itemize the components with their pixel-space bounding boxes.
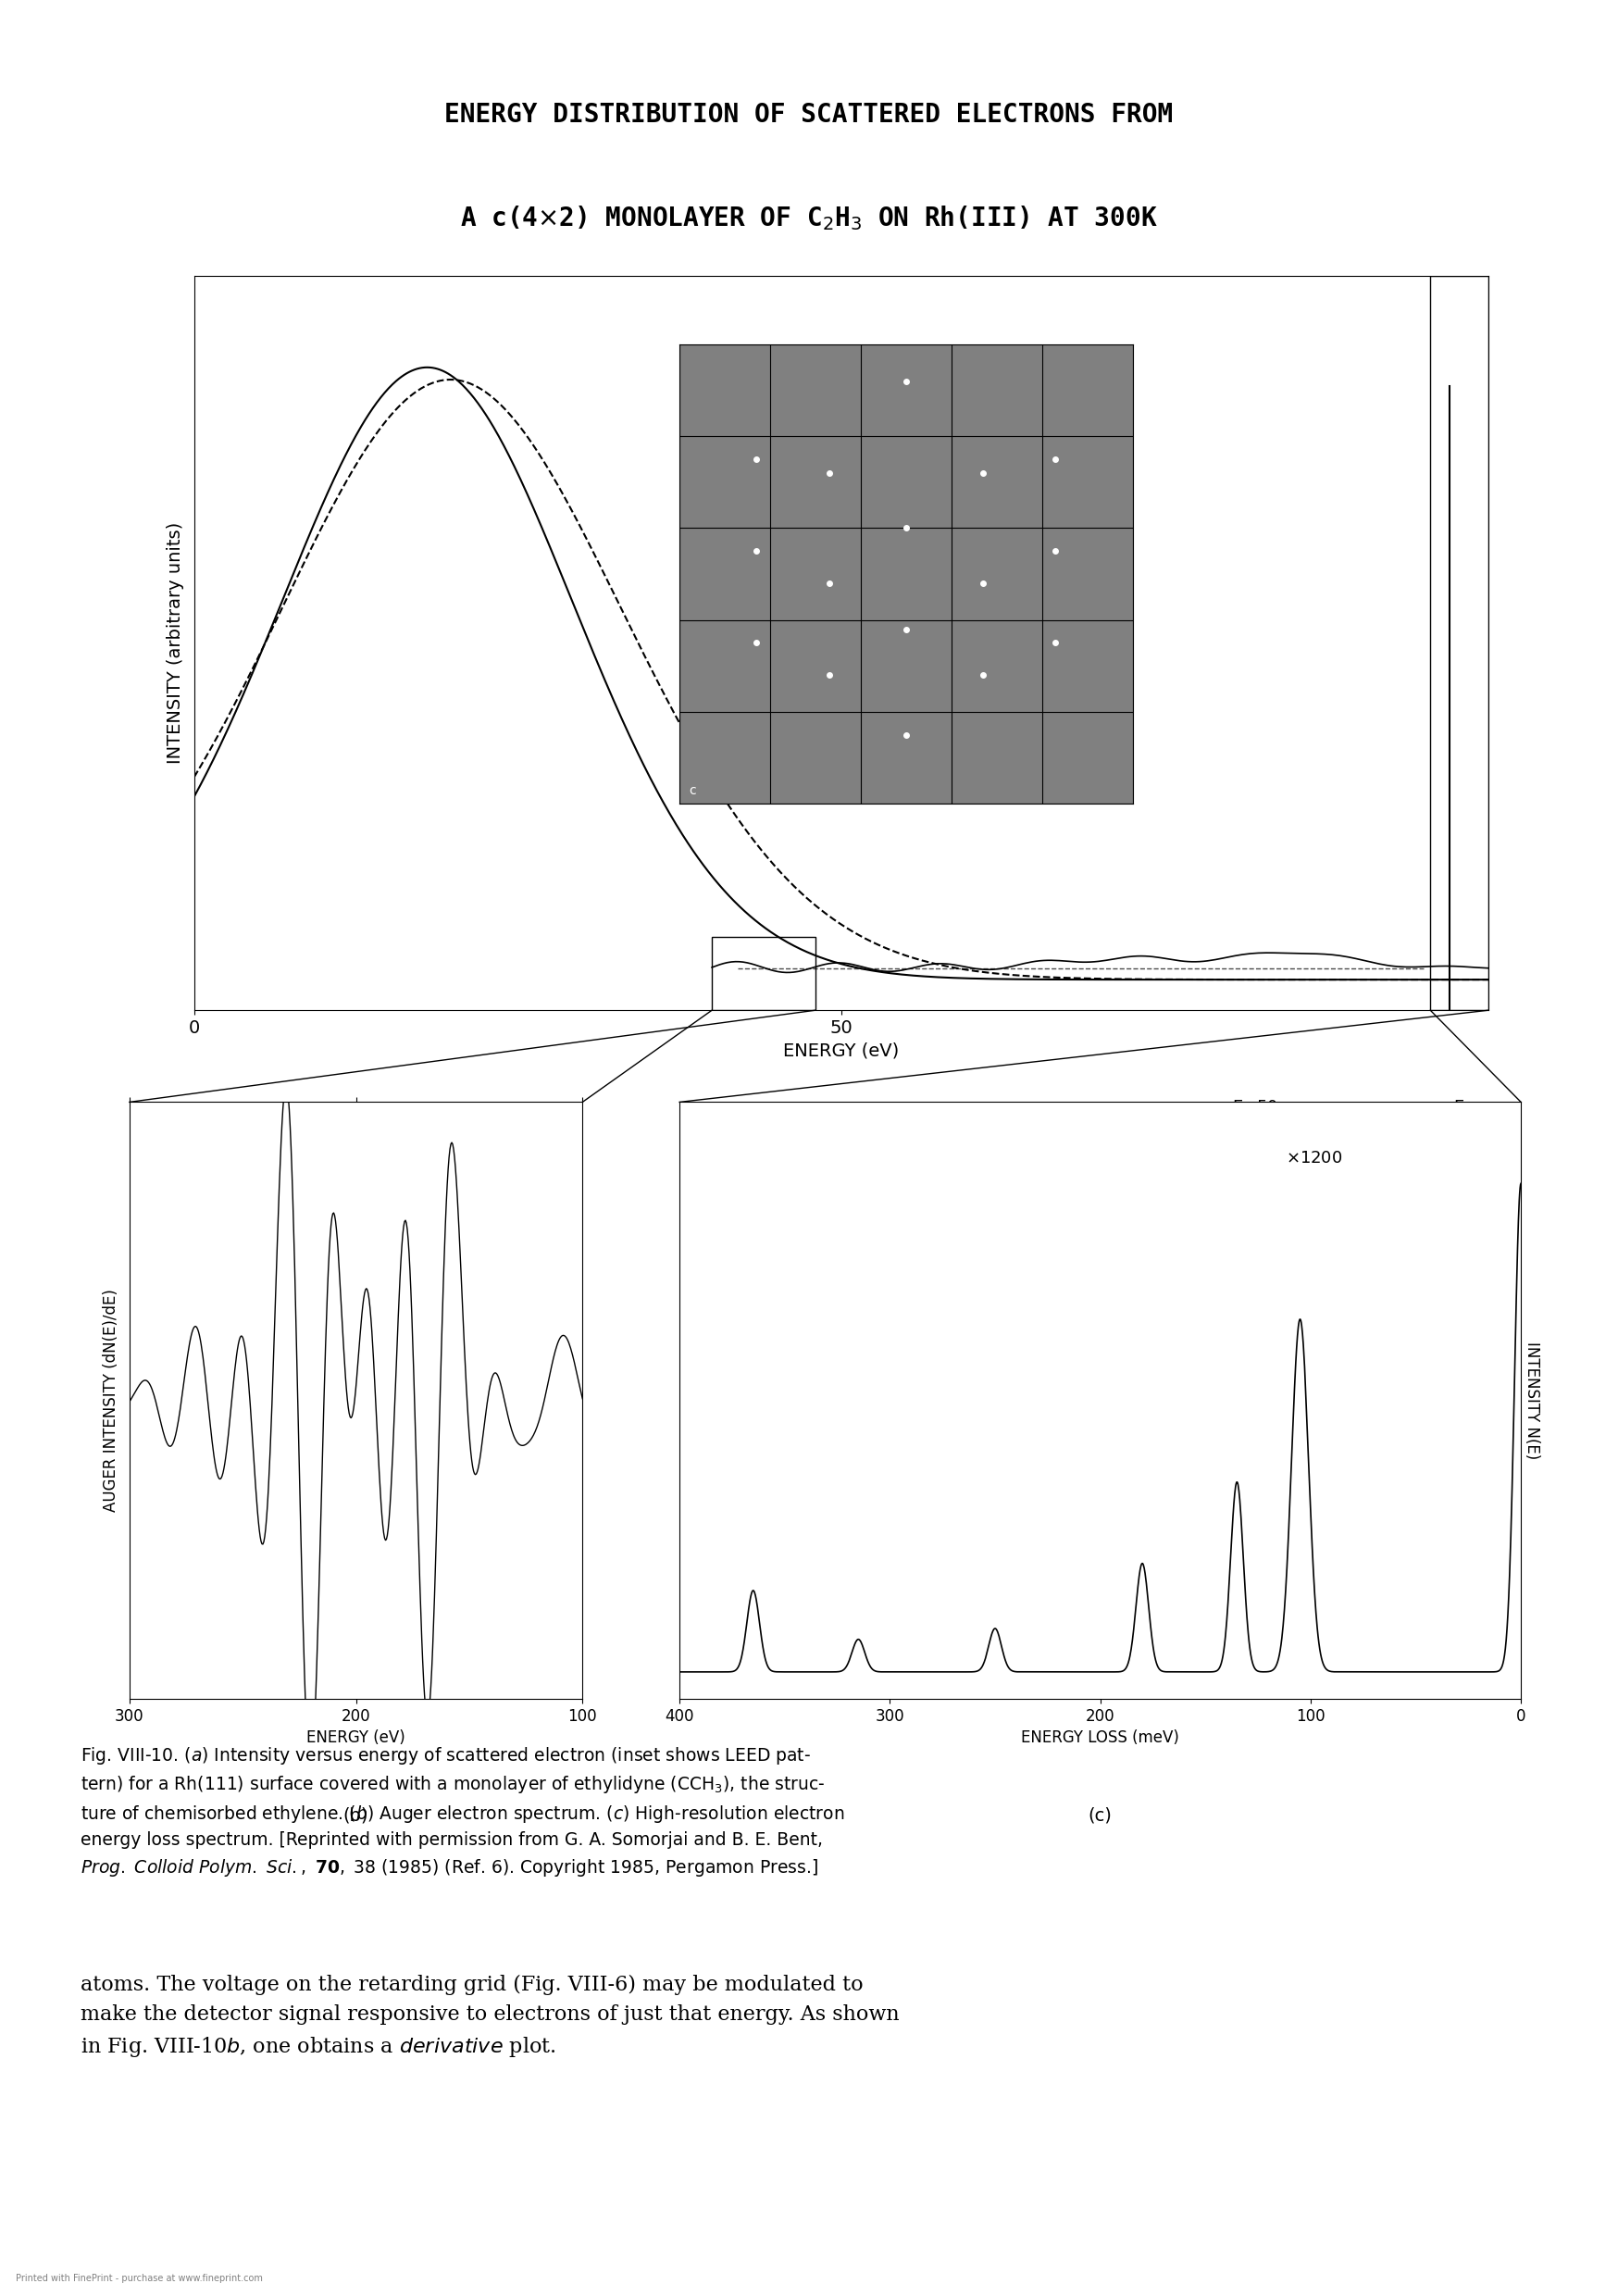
Text: A c(4$\times$2) MONOLAYER OF C$_2$H$_3$ ON Rh(III) AT 300K: A c(4$\times$2) MONOLAYER OF C$_2$H$_3$ …: [460, 204, 1158, 232]
Y-axis label: AUGER INTENSITY (dN(E)/dE): AUGER INTENSITY (dN(E)/dE): [102, 1288, 120, 1513]
X-axis label: ENERGY LOSS (meV): ENERGY LOSS (meV): [1021, 1729, 1180, 1747]
X-axis label: ENERGY (eV): ENERGY (eV): [783, 1042, 900, 1058]
Y-axis label: INTENSITY (arbitrary units): INTENSITY (arbitrary units): [167, 521, 184, 765]
X-axis label: ENERGY (eV): ENERGY (eV): [306, 1729, 406, 1747]
Text: ENERGY DISTRIBUTION OF SCATTERED ELECTRONS FROM: ENERGY DISTRIBUTION OF SCATTERED ELECTRO…: [445, 101, 1173, 129]
Y-axis label: INTENSITY N(E): INTENSITY N(E): [1524, 1341, 1540, 1460]
Text: (c): (c): [1089, 1807, 1112, 1823]
Text: E$_p$: E$_p$: [1453, 1097, 1472, 1120]
Text: E$_p$-50: E$_p$-50: [1233, 1097, 1278, 1120]
Bar: [712, 937, 815, 1010]
Text: $\times$1200: $\times$1200: [1285, 1150, 1343, 1166]
Text: (a): (a): [828, 1157, 854, 1176]
Text: Fig. VIII-10. ($a$) Intensity versus energy of scattered electron (inset shows L: Fig. VIII-10. ($a$) Intensity versus ene…: [81, 1745, 845, 1878]
Bar: [1430, 276, 1489, 1010]
Text: (b): (b): [343, 1807, 369, 1823]
Text: Printed with FinePrint - purchase at www.fineprint.com: Printed with FinePrint - purchase at www…: [16, 2273, 264, 2285]
Text: c: c: [689, 785, 696, 797]
Text: atoms. The voltage on the retarding grid (Fig. VIII-6) may be modulated to
make : atoms. The voltage on the retarding grid…: [81, 1975, 900, 2060]
